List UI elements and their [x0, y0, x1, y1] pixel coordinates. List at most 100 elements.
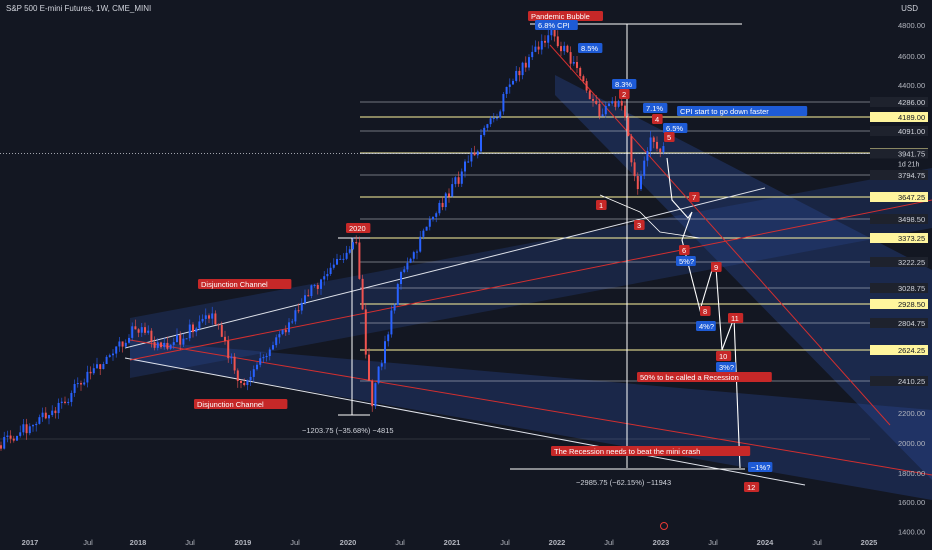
candle-body	[220, 324, 223, 337]
candle-body	[304, 295, 306, 303]
level-box-7	[870, 214, 928, 224]
candle-body	[464, 161, 466, 172]
level-box-14	[870, 376, 928, 386]
candle-body	[656, 141, 658, 149]
wave-label-9-bg	[711, 262, 722, 272]
wave-label-6-bg	[679, 245, 690, 255]
x-tick-16: 2025	[861, 538, 878, 547]
wave-label-1-bg	[596, 200, 607, 210]
candle-body	[419, 236, 422, 252]
y-tick-3: 2200.00	[898, 409, 925, 418]
candle-body	[361, 278, 364, 310]
candle-body	[339, 258, 342, 260]
candle-body	[355, 242, 358, 244]
candle-body	[467, 161, 470, 163]
candle-body	[259, 358, 262, 365]
recession-beat-label-bg	[551, 446, 751, 456]
candle-body	[483, 127, 486, 135]
candle-body	[134, 326, 137, 330]
wave-label-5: 5	[667, 133, 671, 142]
candle-body	[556, 36, 559, 47]
candle-body	[576, 61, 578, 68]
candle-body	[80, 383, 82, 385]
cpi-68-label-bg	[535, 20, 578, 30]
recession-beat-label: The Recession needs to beat the mini cra…	[554, 447, 700, 456]
candle-body	[390, 310, 393, 335]
candle-body	[550, 27, 553, 36]
level-label-11: 2928.50	[898, 300, 925, 309]
candle-body	[57, 402, 60, 414]
candle-body	[176, 334, 178, 343]
candle-body	[73, 384, 76, 393]
candle-body	[28, 426, 31, 434]
candle-body	[60, 401, 63, 403]
pandemic-bubble-label-bg	[528, 11, 603, 21]
wave-label-5-bg	[664, 132, 675, 142]
level-box-8	[870, 233, 928, 243]
candle-body	[64, 401, 66, 403]
candle-body	[400, 272, 402, 285]
candle-body	[512, 80, 514, 85]
candle-body	[592, 99, 594, 101]
candle-body	[246, 380, 249, 386]
candle-body	[51, 410, 54, 416]
candle-body	[48, 415, 50, 419]
candle-body	[67, 401, 70, 403]
candle-body	[307, 295, 310, 297]
candle-body	[364, 309, 367, 355]
candle-body	[252, 369, 255, 377]
candle-body	[649, 137, 652, 151]
candle-body	[310, 285, 313, 297]
disjunction-lower-label: Disjunction Channel	[197, 400, 264, 409]
pct-5-label-bg	[676, 256, 696, 266]
candle-body	[105, 356, 108, 365]
candle-body	[595, 100, 598, 104]
candle-body	[9, 435, 12, 439]
candle-body	[422, 230, 425, 237]
candle-body	[380, 363, 383, 367]
candle-body	[211, 313, 214, 319]
candle-body	[112, 353, 114, 356]
wave-label-11-bg	[728, 313, 744, 323]
level-label-1: 4189.00	[898, 113, 925, 122]
candle-body	[198, 321, 201, 329]
candle-body	[515, 70, 518, 81]
candle-body	[121, 341, 124, 347]
red-rising-line	[129, 199, 932, 361]
x-tick-13: Jul	[708, 538, 718, 547]
candle-body	[272, 345, 274, 350]
level-box-11	[870, 299, 928, 309]
candle-body	[569, 52, 572, 64]
candle-body	[128, 337, 130, 343]
rising-trend-line	[124, 187, 766, 349]
x-tick-3: Jul	[185, 538, 195, 547]
candle-body	[444, 193, 447, 208]
candle-body	[3, 437, 6, 449]
x-tick-11: Jul	[604, 538, 614, 547]
candle-body	[262, 357, 265, 359]
candle-body	[601, 114, 604, 117]
candle-body	[476, 151, 479, 156]
recession-50-label-bg	[637, 372, 772, 382]
candle-body	[108, 355, 111, 357]
candle-body	[547, 35, 550, 43]
candle-body	[646, 150, 649, 161]
candle-body	[291, 321, 294, 323]
candle-body	[614, 101, 617, 107]
wave-label-11: 11	[731, 314, 739, 323]
candle-body	[243, 382, 246, 386]
level-label-10: 3028.75	[898, 284, 925, 293]
candle-body	[531, 51, 534, 58]
y-tick-5: 1800.00	[898, 469, 925, 478]
candle-body	[182, 338, 185, 345]
wave-label-6: 6	[682, 246, 686, 255]
candle-body	[598, 103, 601, 117]
candle-body	[204, 315, 207, 319]
candle-body	[313, 285, 316, 287]
level-label-6: 3647.25	[898, 193, 925, 202]
candle-body	[662, 146, 665, 153]
candle-body	[188, 324, 191, 339]
wave-label-10: 10	[719, 352, 727, 361]
x-tick-4: 2019	[235, 538, 252, 547]
